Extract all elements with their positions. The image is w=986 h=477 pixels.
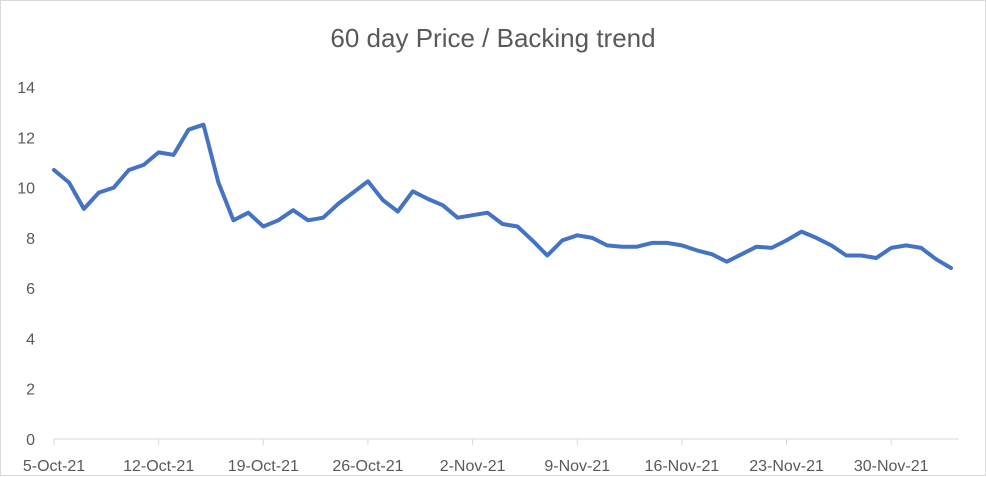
y-tick-label: 8 <box>26 231 35 248</box>
y-tick-label: 10 <box>17 181 35 198</box>
x-tick-label: 12-Oct-21 <box>123 458 194 475</box>
y-tick-label: 14 <box>17 80 35 97</box>
x-tick-label: 26-Oct-21 <box>332 458 403 475</box>
x-tick-label: 19-Oct-21 <box>228 458 299 475</box>
y-tick-label: 6 <box>26 281 35 298</box>
x-tick-label: 30-Nov-21 <box>854 458 929 475</box>
y-tick-label: 12 <box>17 130 35 147</box>
y-tick-label: 4 <box>26 331 35 348</box>
x-tick-label: 16-Nov-21 <box>645 458 720 475</box>
chart-title: 60 day Price / Backing trend <box>330 23 656 53</box>
y-tick-label: 0 <box>26 432 35 449</box>
x-tick-label: 23-Nov-21 <box>749 458 824 475</box>
x-tick-label: 5-Oct-21 <box>23 458 85 475</box>
series-line <box>52 122 953 270</box>
x-tick-label: 2-Nov-21 <box>440 458 506 475</box>
x-tick-label: 9-Nov-21 <box>544 458 610 475</box>
y-tick-label: 2 <box>26 382 35 399</box>
